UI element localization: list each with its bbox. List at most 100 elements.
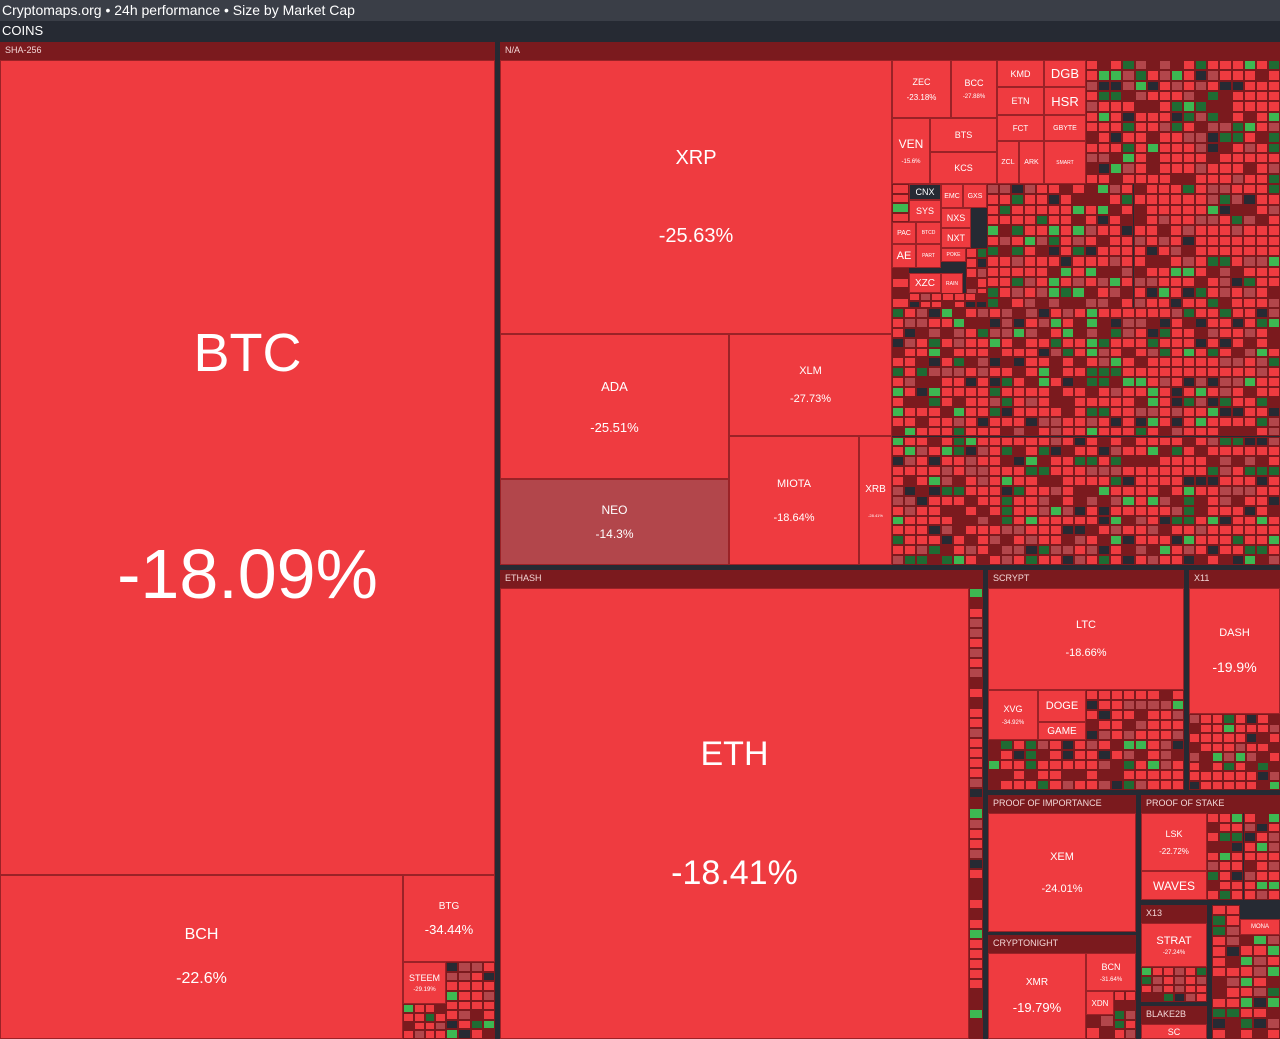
small-coin-tile[interactable] [1194,204,1207,215]
small-coin-tile[interactable] [1174,967,1185,976]
small-coin-tile[interactable] [1207,60,1220,71]
small-coin-tile[interactable] [1255,822,1268,833]
small-coin-tile[interactable] [1110,337,1123,348]
small-coin-tile[interactable] [1133,225,1146,236]
small-coin-tile[interactable] [1013,367,1026,378]
small-coin-tile[interactable] [1110,780,1123,790]
small-coin-tile[interactable] [969,748,983,759]
small-coin-tile[interactable] [1195,70,1208,81]
small-coin-tile[interactable] [987,266,1000,277]
small-coin-tile[interactable] [1219,485,1232,496]
small-coin-tile[interactable] [969,588,983,599]
small-coin-tile[interactable] [1243,308,1256,318]
small-coin-tile[interactable] [1048,184,1061,195]
coin-tile-eth[interactable]: ETH -18.41% [500,588,969,1039]
small-coin-tile[interactable] [989,436,1002,447]
small-coin-tile[interactable] [1207,890,1220,900]
small-coin-tile[interactable] [969,928,983,939]
small-coin-tile[interactable] [1096,256,1110,267]
small-coin-tile[interactable] [1182,235,1195,246]
small-coin-tile[interactable] [1231,495,1244,506]
small-coin-tile[interactable] [1185,984,1196,994]
small-coin-tile[interactable] [458,971,471,982]
small-coin-tile[interactable] [1255,317,1268,328]
small-coin-tile[interactable] [1146,308,1159,318]
small-coin-tile[interactable] [1174,975,1185,985]
small-coin-tile[interactable] [1255,132,1268,143]
small-coin-tile[interactable] [1098,720,1111,730]
small-coin-tile[interactable] [988,770,1001,780]
small-coin-tile[interactable] [928,367,941,378]
small-coin-tile[interactable] [1183,426,1196,437]
small-coin-tile[interactable] [1195,456,1208,467]
small-coin-tile[interactable] [1145,184,1158,195]
small-coin-tile[interactable] [1195,525,1208,536]
small-coin-tile[interactable] [1098,535,1111,546]
small-coin-tile[interactable] [1219,70,1232,81]
small-coin-tile[interactable] [1207,101,1220,112]
small-coin-tile[interactable] [1086,476,1099,486]
small-coin-tile[interactable] [1195,396,1208,407]
small-coin-tile[interactable] [1134,132,1147,143]
small-coin-tile[interactable] [1183,163,1196,174]
small-coin-tile[interactable] [1109,235,1122,246]
coin-tile-ada[interactable]: ADA -25.51% [500,334,729,479]
small-coin-tile[interactable] [1146,406,1159,417]
small-coin-tile[interactable] [1268,752,1280,762]
small-coin-tile[interactable] [1231,111,1244,122]
small-coin-tile[interactable] [1024,760,1037,770]
small-coin-tile[interactable] [969,708,983,719]
small-coin-tile[interactable] [1170,406,1183,417]
small-coin-tile[interactable] [952,317,965,328]
small-coin-tile[interactable] [1207,505,1220,516]
small-coin-tile[interactable] [1122,690,1135,700]
coin-tile-bcn[interactable]: BCN -31.64% [1086,953,1136,991]
small-coin-tile[interactable] [1158,132,1171,143]
small-coin-tile[interactable] [1243,70,1256,81]
small-coin-tile[interactable] [1267,194,1280,205]
small-coin-tile[interactable] [1255,163,1268,174]
small-coin-tile[interactable] [1086,153,1099,164]
small-coin-tile[interactable] [1037,308,1050,318]
small-coin-tile[interactable] [1037,495,1050,506]
small-coin-tile[interactable] [1243,256,1256,267]
small-coin-tile[interactable] [1219,173,1232,184]
small-coin-tile[interactable] [1110,770,1123,780]
small-coin-tile[interactable] [928,466,941,477]
small-coin-tile[interactable] [1207,416,1220,427]
small-coin-tile[interactable] [928,446,941,457]
small-coin-tile[interactable] [1266,966,1280,977]
small-coin-tile[interactable] [1013,377,1026,388]
small-coin-tile[interactable] [1255,194,1268,205]
small-coin-tile[interactable] [1158,80,1171,91]
small-coin-tile[interactable] [1183,132,1196,143]
small-coin-tile[interactable] [1135,700,1148,710]
small-coin-tile[interactable] [1086,406,1099,417]
coin-tile-poke[interactable]: POKE [941,248,966,262]
small-coin-tile[interactable] [1194,215,1207,226]
small-coin-tile[interactable] [1266,935,1280,946]
small-coin-tile[interactable] [1049,750,1062,760]
small-coin-tile[interactable] [1171,750,1184,760]
small-coin-tile[interactable] [1048,277,1061,288]
small-coin-tile[interactable] [1255,70,1268,81]
coin-tile-lsk[interactable]: LSK -22.72% [1141,813,1207,871]
small-coin-tile[interactable] [1096,204,1110,215]
small-coin-tile[interactable] [1240,955,1254,967]
small-coin-tile[interactable] [952,525,965,536]
small-coin-tile[interactable] [1183,101,1196,112]
small-coin-tile[interactable] [988,760,1001,770]
small-coin-tile[interactable] [892,337,905,348]
small-coin-tile[interactable] [1061,367,1074,378]
small-coin-tile[interactable] [1245,723,1258,733]
small-coin-tile[interactable] [1243,246,1256,257]
coin-tile-cnx[interactable]: CNX [909,184,941,200]
small-coin-tile[interactable] [1158,396,1171,407]
small-coin-tile[interactable] [1122,466,1135,477]
small-coin-tile[interactable] [1060,194,1073,205]
small-coin-tile[interactable] [1255,555,1268,565]
small-coin-tile[interactable] [1049,525,1062,536]
small-coin-tile[interactable] [1134,142,1147,153]
small-coin-tile[interactable] [1122,700,1135,710]
small-coin-tile[interactable] [1243,495,1256,506]
